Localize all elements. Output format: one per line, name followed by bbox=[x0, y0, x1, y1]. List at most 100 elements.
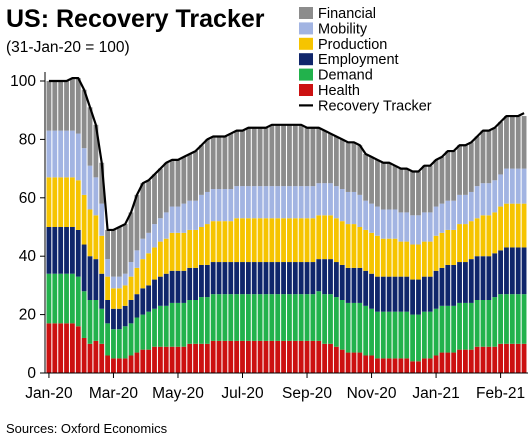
bar-mobility-64 bbox=[421, 212, 427, 242]
bar-mobility-28 bbox=[210, 189, 216, 222]
bar-employment-41 bbox=[287, 262, 292, 295]
y-tick-label-40: 40 bbox=[19, 248, 37, 265]
bar-health-61 bbox=[404, 358, 410, 373]
bar-financial-14 bbox=[128, 212, 134, 263]
bar-demand-34 bbox=[245, 294, 251, 341]
bar-demand-32 bbox=[234, 294, 240, 341]
bar-production-41 bbox=[287, 218, 292, 263]
bar-demand-70 bbox=[457, 302, 462, 350]
bar-mobility-55 bbox=[369, 203, 374, 233]
bar-demand-29 bbox=[216, 294, 222, 341]
bar-financial-63 bbox=[416, 171, 421, 216]
bar-production-72 bbox=[468, 221, 474, 260]
bar-demand-35 bbox=[251, 294, 257, 341]
bar-production-49 bbox=[333, 218, 339, 263]
bar-employment-63 bbox=[416, 279, 421, 315]
bar-health-16 bbox=[140, 349, 146, 373]
bar-production-36 bbox=[257, 218, 263, 263]
legend-swatch-financial bbox=[299, 7, 313, 19]
bar-production-19 bbox=[157, 241, 163, 277]
bar-mobility-22 bbox=[175, 206, 181, 233]
bar-financial-25 bbox=[193, 151, 198, 201]
bar-demand-13 bbox=[122, 326, 128, 359]
bar-mobility-27 bbox=[204, 191, 210, 225]
bar-mobility-77 bbox=[498, 174, 504, 207]
bar-health-2 bbox=[58, 323, 64, 373]
bar-employment-20 bbox=[163, 273, 169, 306]
bar-demand-4 bbox=[69, 273, 75, 324]
bar-production-4 bbox=[69, 177, 75, 227]
bar-employment-2 bbox=[58, 227, 64, 274]
bar-production-31 bbox=[228, 221, 234, 263]
bar-mobility-69 bbox=[451, 200, 457, 230]
bar-financial-66 bbox=[433, 159, 439, 207]
bar-financial-42 bbox=[292, 124, 298, 187]
bar-demand-62 bbox=[410, 314, 416, 362]
bar-employment-23 bbox=[181, 270, 187, 303]
bar-mobility-24 bbox=[187, 200, 193, 230]
bar-mobility-58 bbox=[386, 209, 392, 239]
x-tick-label-Mar-20: Mar-20 bbox=[89, 385, 138, 402]
legend-label-financial: Financial bbox=[318, 6, 376, 22]
bar-production-68 bbox=[445, 229, 451, 265]
bar-health-34 bbox=[245, 340, 251, 373]
bar-production-40 bbox=[281, 218, 286, 263]
bar-financial-77 bbox=[498, 121, 504, 175]
bar-financial-52 bbox=[351, 142, 357, 192]
bar-demand-80 bbox=[515, 294, 521, 344]
bar-health-1 bbox=[52, 323, 58, 373]
x-tick-label-Sep-20: Sep-20 bbox=[282, 385, 332, 402]
bar-health-31 bbox=[228, 340, 234, 373]
bar-production-20 bbox=[163, 238, 169, 274]
bar-employment-10 bbox=[105, 300, 110, 324]
bar-mobility-80 bbox=[515, 168, 521, 204]
bar-production-77 bbox=[498, 206, 504, 251]
bar-health-3 bbox=[64, 323, 69, 373]
bar-health-29 bbox=[216, 340, 222, 373]
bar-financial-10 bbox=[105, 229, 110, 260]
bar-mobility-63 bbox=[416, 215, 421, 245]
bar-financial-26 bbox=[199, 145, 204, 195]
bar-production-15 bbox=[134, 267, 140, 295]
bar-employment-59 bbox=[392, 276, 398, 312]
bar-production-67 bbox=[439, 232, 445, 268]
bar-financial-59 bbox=[392, 165, 398, 210]
bar-demand-11 bbox=[111, 329, 116, 359]
bar-production-63 bbox=[416, 244, 421, 280]
bar-health-66 bbox=[433, 355, 439, 373]
bar-health-77 bbox=[498, 343, 504, 373]
bar-demand-33 bbox=[240, 294, 245, 341]
bar-mobility-49 bbox=[333, 186, 339, 219]
bar-financial-79 bbox=[509, 116, 515, 169]
y-axis-ticks: 0 20 40 60 80 100 bbox=[10, 73, 45, 382]
bar-employment-53 bbox=[357, 267, 363, 303]
bar-financial-40 bbox=[281, 124, 286, 187]
bar-production-46 bbox=[316, 215, 322, 260]
bar-financial-20 bbox=[163, 162, 169, 213]
bar-mobility-72 bbox=[468, 191, 474, 222]
bar-mobility-33 bbox=[240, 186, 245, 219]
bar-demand-54 bbox=[363, 305, 369, 356]
bar-demand-18 bbox=[152, 308, 157, 347]
bar-production-81 bbox=[521, 203, 527, 248]
bar-mobility-38 bbox=[269, 186, 275, 219]
bar-production-64 bbox=[421, 241, 427, 277]
bar-production-5 bbox=[75, 180, 81, 230]
bar-production-29 bbox=[216, 221, 222, 263]
bar-production-0 bbox=[46, 177, 52, 227]
bar-employment-72 bbox=[468, 259, 474, 303]
bar-demand-63 bbox=[416, 314, 421, 362]
bar-employment-69 bbox=[451, 264, 457, 306]
bar-mobility-71 bbox=[463, 194, 468, 225]
bar-demand-78 bbox=[504, 294, 509, 344]
bar-employment-17 bbox=[146, 285, 152, 312]
bar-health-27 bbox=[204, 343, 210, 373]
bar-mobility-23 bbox=[181, 203, 187, 233]
bar-mobility-70 bbox=[457, 194, 462, 225]
bar-mobility-25 bbox=[193, 200, 198, 230]
bar-mobility-57 bbox=[380, 209, 386, 239]
bar-employment-68 bbox=[445, 264, 451, 306]
bar-production-45 bbox=[310, 218, 316, 263]
bar-health-7 bbox=[87, 343, 93, 373]
bar-demand-74 bbox=[480, 300, 486, 347]
